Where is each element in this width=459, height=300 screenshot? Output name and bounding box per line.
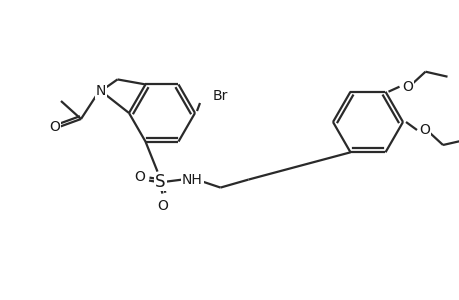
Text: NH: NH <box>182 172 202 187</box>
Text: O: O <box>419 123 430 137</box>
Text: O: O <box>157 199 168 213</box>
Text: N: N <box>95 84 106 98</box>
Text: O: O <box>134 169 145 184</box>
Text: O: O <box>401 80 412 94</box>
Text: S: S <box>155 172 165 190</box>
Text: O: O <box>50 120 60 134</box>
Text: Br: Br <box>213 89 228 103</box>
